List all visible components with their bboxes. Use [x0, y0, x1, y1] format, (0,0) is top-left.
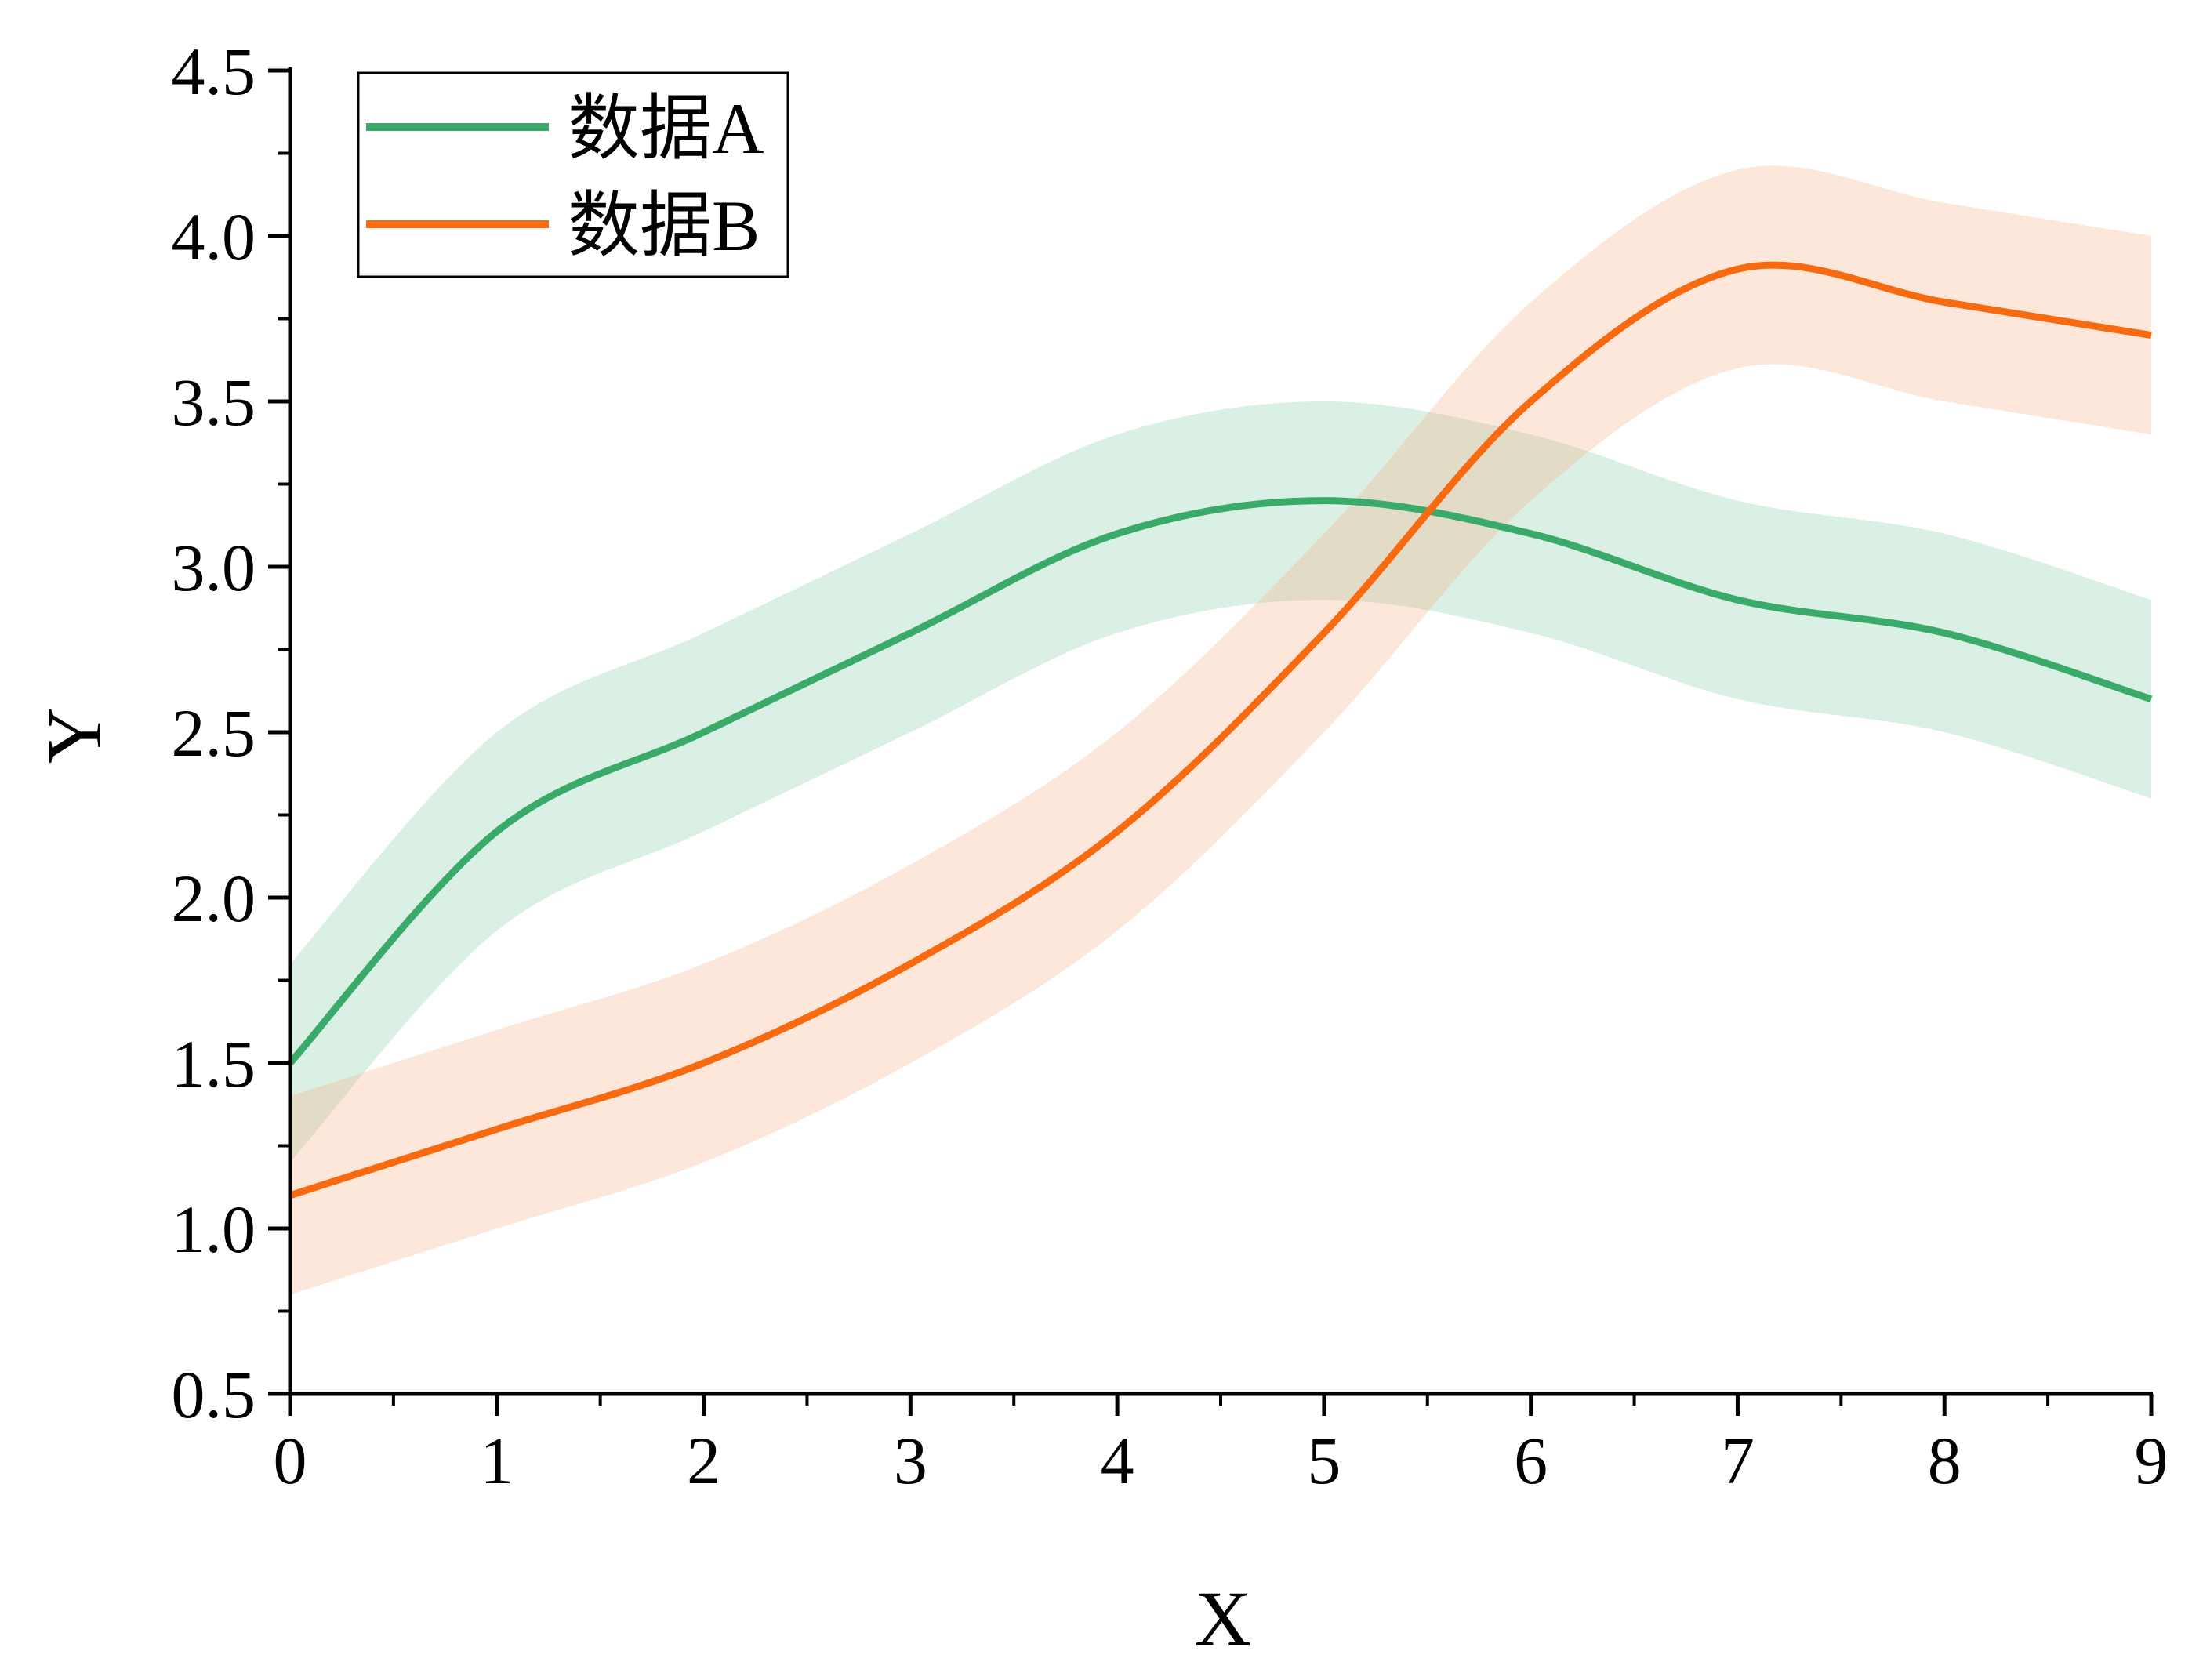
y-axis-label: Y [31, 707, 118, 764]
legend-label: 数据B [568, 186, 760, 266]
line-series-2 [289, 261, 2152, 1199]
line-series-1 [287, 497, 2153, 1065]
x-tick-label: 9 [2135, 1423, 2168, 1498]
legend-label: 数据A [568, 89, 764, 169]
y-tick-label: 1.0 [172, 1192, 256, 1267]
legend-box [357, 71, 789, 278]
y-tick-label: 2.5 [172, 695, 256, 771]
x-tick-label: 0 [274, 1423, 307, 1498]
x-tick-label: 4 [1101, 1423, 1134, 1498]
y-tick-label: 2.0 [172, 861, 256, 936]
series-lines [287, 261, 2153, 1199]
x-tick-label: 2 [687, 1423, 720, 1498]
y-tick-label: 1.5 [172, 1026, 256, 1101]
x-tick-label: 5 [1307, 1423, 1341, 1498]
band-series-2 [290, 165, 2151, 1295]
y-tick-label: 3.0 [172, 530, 256, 605]
y-tick-label: 4.5 [172, 34, 256, 109]
x-tick-label: 6 [1514, 1423, 1548, 1498]
axes: 0 1 2 3 4 5 6 7 8 9 0.5 1.0 1.5 2.0 2.5 3.0 3.5 4.0 4.5 [172, 34, 2168, 1498]
y-tick-label: 0.5 [172, 1357, 256, 1432]
x-tick-label: 3 [894, 1423, 927, 1498]
y-tick-label: 4.0 [172, 199, 256, 274]
x-axis-label: X [1195, 1575, 1251, 1662]
x-tick-label: 7 [1721, 1423, 1755, 1498]
y-tick-label: 3.5 [172, 365, 256, 440]
x-tick-label: 1 [480, 1423, 514, 1498]
confidence-bands [290, 165, 2151, 1295]
legend: 数据A 数据B [357, 71, 789, 278]
band-series-1 [290, 401, 2151, 1163]
x-tick-label: 8 [1928, 1423, 1962, 1498]
